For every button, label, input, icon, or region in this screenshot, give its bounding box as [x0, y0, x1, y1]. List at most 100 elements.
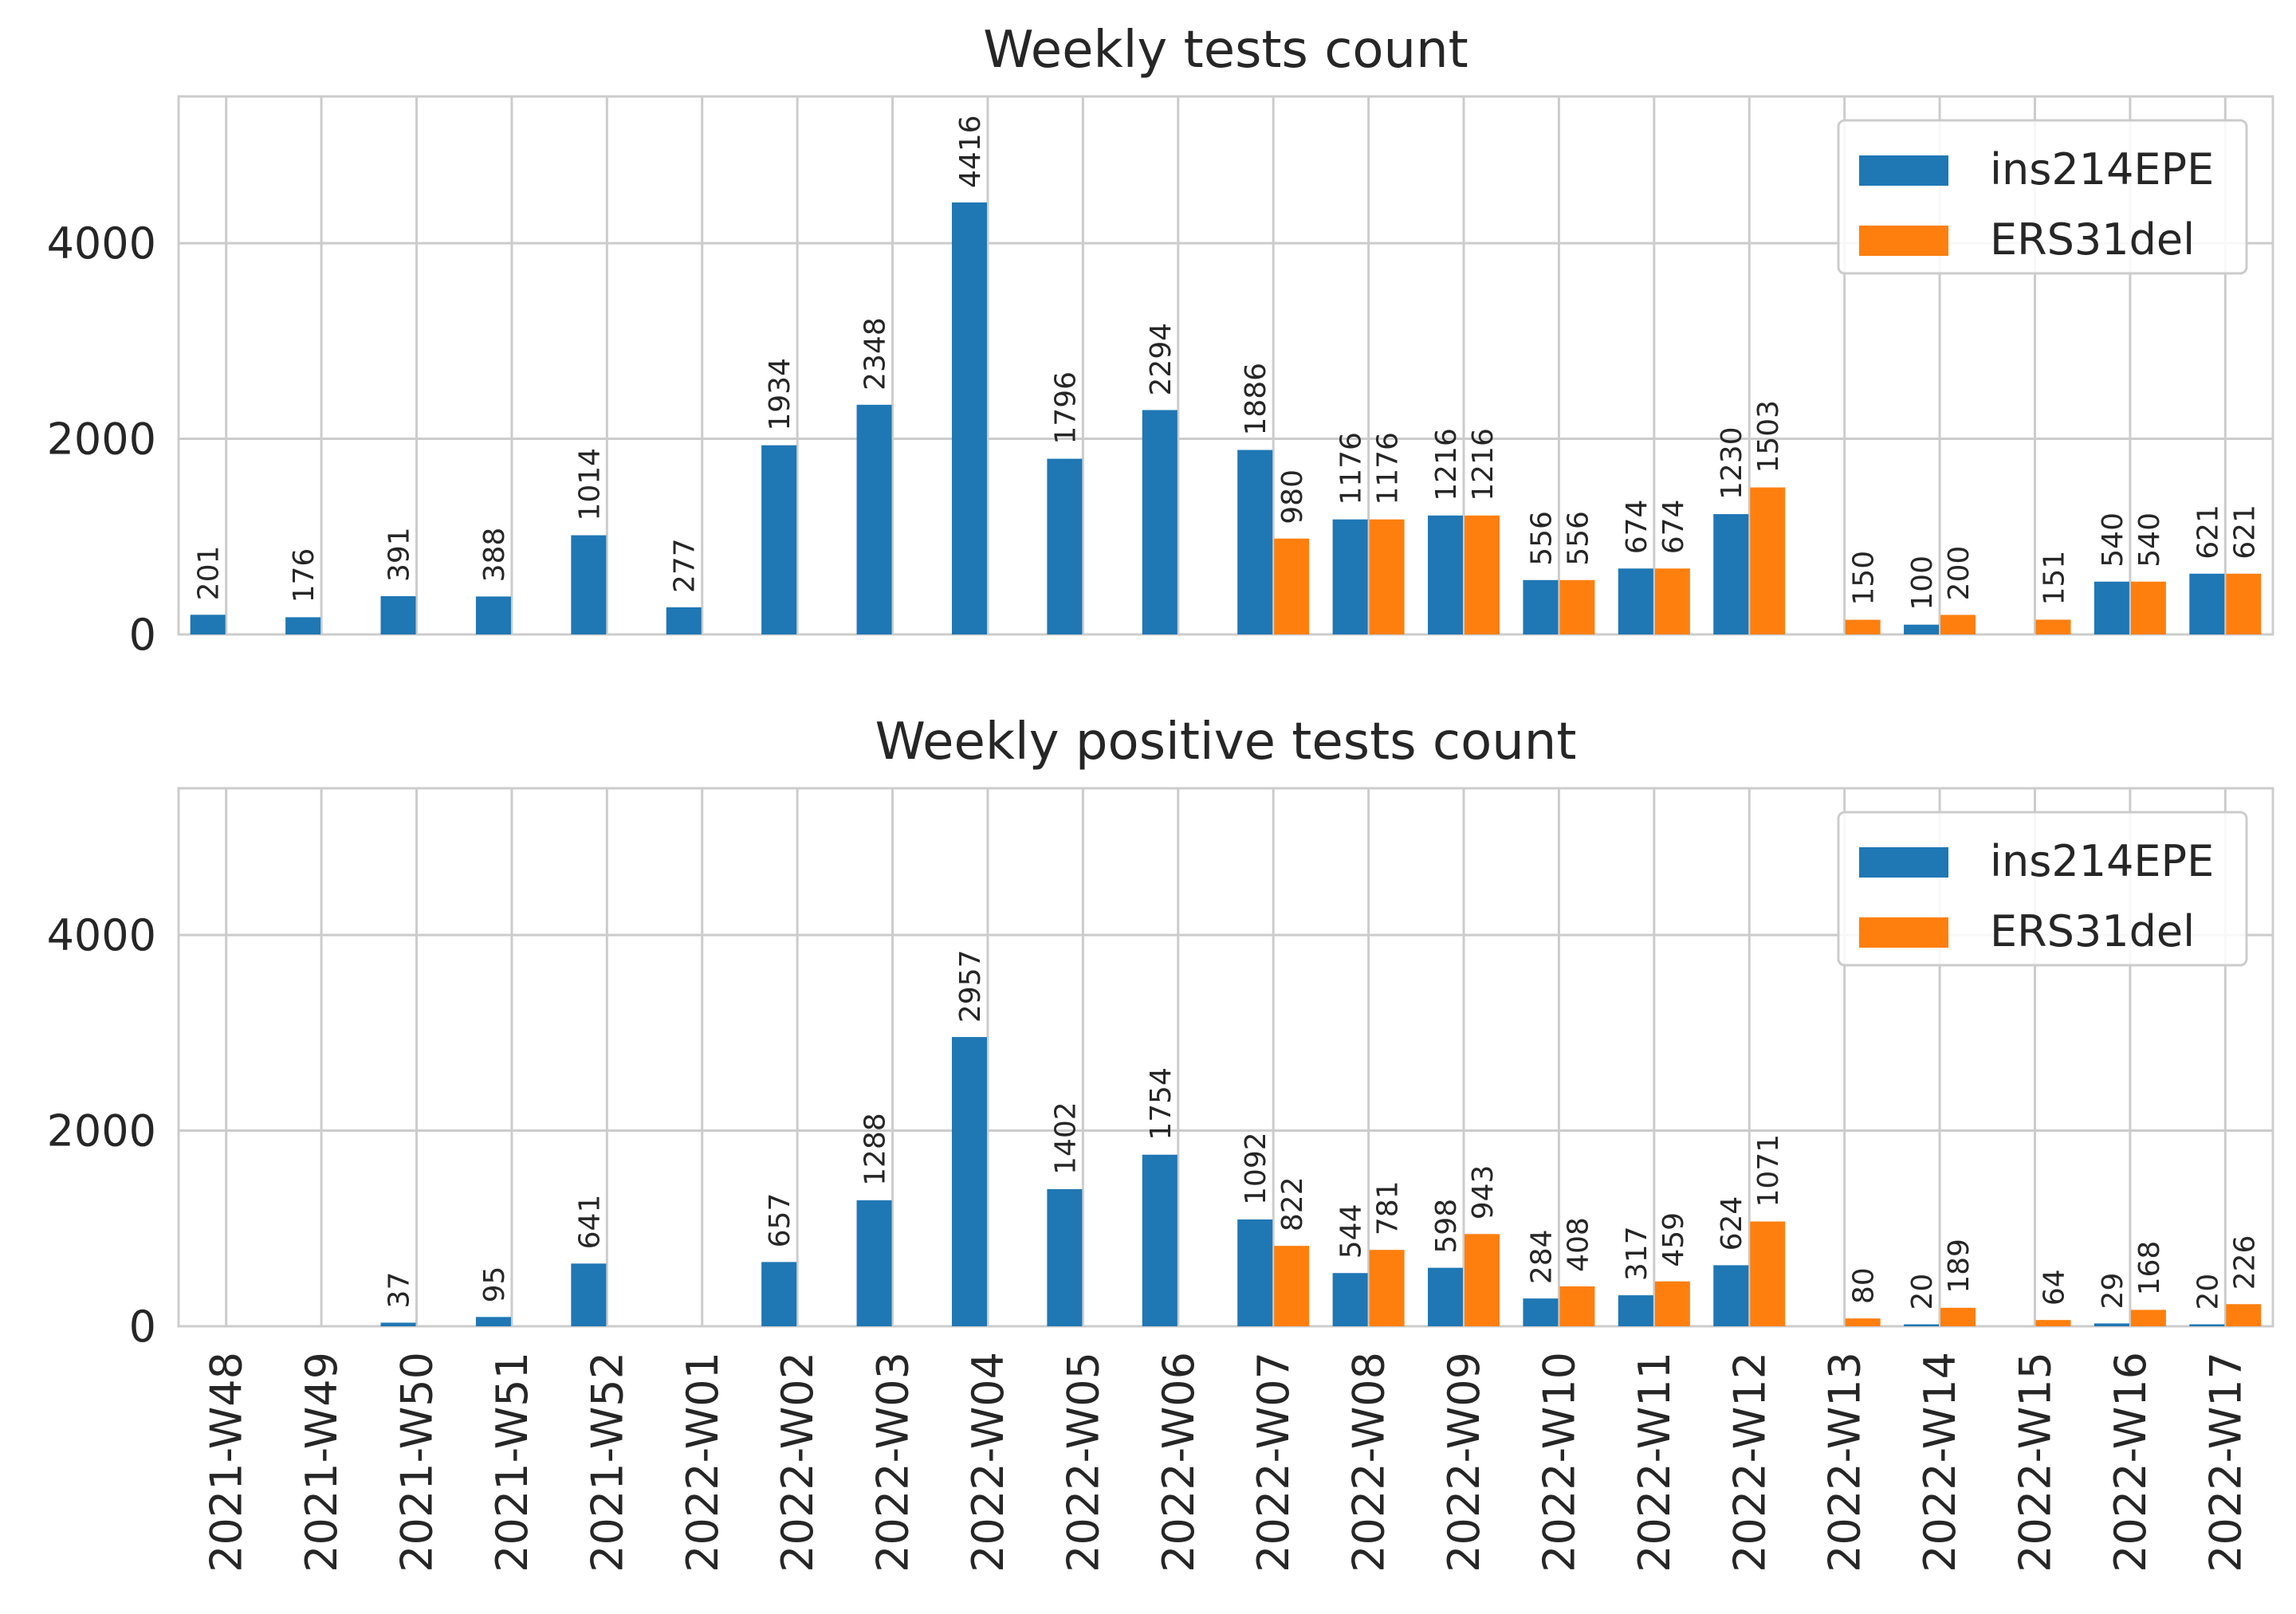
- legend-label: ERS31del: [1990, 214, 2195, 265]
- bar-ins214epe: [1047, 458, 1083, 634]
- bar-ins214epe: [856, 404, 892, 634]
- plot-frame: [177, 787, 2274, 1328]
- bar-value-label: 1796: [1049, 371, 1082, 445]
- bar-ers31del: [1274, 538, 1310, 634]
- x-tick-label: 2022-W08: [1344, 1352, 1394, 1573]
- bar-ins214epe: [1618, 568, 1653, 634]
- bar-value-label: 284: [1525, 1229, 1558, 1284]
- bar-ins214epe: [1523, 579, 1559, 634]
- bar-value-label: 80: [1848, 1267, 1881, 1304]
- chart-title: Weekly tests count: [983, 21, 1468, 80]
- bar-ins214epe: [2094, 1323, 2129, 1326]
- x-tick-label: 2022-W01: [678, 1352, 728, 1573]
- bar-ins214epe: [1142, 1154, 1177, 1326]
- x-tick-label: 2021-W51: [487, 1352, 537, 1573]
- bar-value-label: 20: [1906, 1274, 1939, 1310]
- bar-ins214epe: [2189, 573, 2225, 634]
- bar-value-label: 37: [383, 1272, 416, 1309]
- bar-value-label: 598: [1430, 1199, 1463, 1254]
- bar-ers31del: [1940, 615, 1976, 634]
- bar-value-label: 408: [1562, 1217, 1594, 1272]
- bar-value-label: 556: [1562, 511, 1594, 566]
- bar-ers31del: [1559, 1286, 1595, 1326]
- x-tick-label: 2022-W13: [1820, 1352, 1870, 1573]
- bar-value-label: 277: [669, 538, 702, 593]
- x-tick-label: 2022-W15: [2010, 1352, 2060, 1573]
- bar-value-label: 64: [2038, 1269, 2070, 1306]
- bar-ins214epe: [856, 1200, 892, 1326]
- legend-swatch: [1859, 155, 1948, 186]
- bar-value-label: 980: [1276, 469, 1309, 524]
- legend-swatch: [1859, 847, 1948, 878]
- bar-ers31del: [1654, 568, 1690, 634]
- bar-value-label: 1216: [1430, 428, 1463, 501]
- bar-ers31del: [2130, 581, 2166, 634]
- bar-value-label: 674: [1657, 500, 1690, 555]
- bar-value-label: 388: [478, 528, 511, 583]
- bar-ins214epe: [475, 596, 511, 634]
- bar-ers31del: [1845, 1318, 1881, 1326]
- bar-ers31del: [2035, 619, 2071, 634]
- plot-frame: [177, 95, 2274, 636]
- bar-ins214epe: [1618, 1295, 1653, 1326]
- bar-ers31del: [1845, 619, 1881, 634]
- x-tick-label: 2022-W09: [1439, 1352, 1489, 1573]
- bar-ins214epe: [1142, 410, 1177, 634]
- bar-ers31del: [2226, 573, 2262, 634]
- bar-ins214epe: [380, 596, 416, 634]
- bar-ers31del: [1369, 519, 1405, 634]
- y-tick-label: 4000: [47, 218, 156, 269]
- bar-ers31del: [1274, 1246, 1310, 1326]
- bar-ins214epe: [1237, 1219, 1273, 1326]
- bar-ins214epe: [2094, 581, 2129, 634]
- y-tick-label: 2000: [47, 1106, 156, 1157]
- bar-value-label: 624: [1716, 1196, 1748, 1251]
- y-tick-label: 2000: [47, 414, 156, 465]
- x-tick-label: 2022-W05: [1058, 1352, 1108, 1573]
- x-tick-label: 2022-W10: [1534, 1352, 1584, 1573]
- bar-ers31del: [1559, 579, 1595, 634]
- bar-ers31del: [1940, 1307, 1976, 1326]
- bar-ins214epe: [761, 445, 797, 634]
- bar-ins214epe: [1428, 1267, 1464, 1326]
- x-tick-label: 2022-W11: [1630, 1352, 1680, 1573]
- legend: ins214EPE ERS31del: [1837, 119, 2248, 275]
- x-tick-label: 2021-W52: [582, 1352, 632, 1573]
- bar-ins214epe: [2189, 1324, 2225, 1326]
- bar-value-label: 317: [1621, 1226, 1653, 1281]
- bar-value-label: 822: [1276, 1176, 1309, 1231]
- bar-value-label: 2957: [954, 949, 987, 1023]
- bar-value-label: 781: [1372, 1180, 1405, 1235]
- x-tick-label: 2022-W14: [1915, 1352, 1965, 1573]
- bar-value-label: 1288: [859, 1113, 892, 1186]
- bar-value-label: 226: [2228, 1235, 2261, 1290]
- bar-value-label: 459: [1657, 1212, 1690, 1267]
- bar-ins214epe: [666, 607, 702, 634]
- bar-ins214epe: [1332, 1273, 1368, 1326]
- bar-ins214epe: [475, 1317, 511, 1326]
- x-tick-label: 2022-W02: [773, 1352, 823, 1573]
- bar-ins214epe: [571, 535, 607, 634]
- bar-value-label: 1071: [1752, 1134, 1785, 1208]
- bar-ins214epe: [1047, 1188, 1083, 1326]
- chart-panel-2: 0 2000 4000 Weekly positive tests count 37 95…: [47, 713, 2274, 1352]
- bar-value-label: 621: [2228, 505, 2261, 560]
- bar-value-label: 1014: [573, 448, 606, 521]
- bar-value-label: 1503: [1752, 400, 1785, 473]
- bar-value-label: 943: [1467, 1165, 1500, 1220]
- legend-swatch: [1859, 226, 1948, 256]
- legend-label: ins214EPE: [1990, 144, 2214, 194]
- y-tick-label: 0: [129, 610, 156, 660]
- bar-ins214epe: [190, 615, 226, 634]
- bar-value-label: 540: [2133, 512, 2166, 567]
- bar-value-label: 2348: [859, 317, 892, 391]
- x-tick-label: 2021-W48: [202, 1352, 252, 1573]
- x-tick-label: 2022-W06: [1154, 1352, 1204, 1573]
- bar-value-label: 556: [1525, 511, 1558, 566]
- bar-value-label: 4416: [954, 115, 987, 188]
- bar-value-label: 1402: [1049, 1102, 1082, 1175]
- bar-value-label: 540: [2097, 512, 2129, 567]
- bar-ers31del: [1750, 1221, 1786, 1326]
- x-tick-label: 2022-W16: [2105, 1352, 2156, 1573]
